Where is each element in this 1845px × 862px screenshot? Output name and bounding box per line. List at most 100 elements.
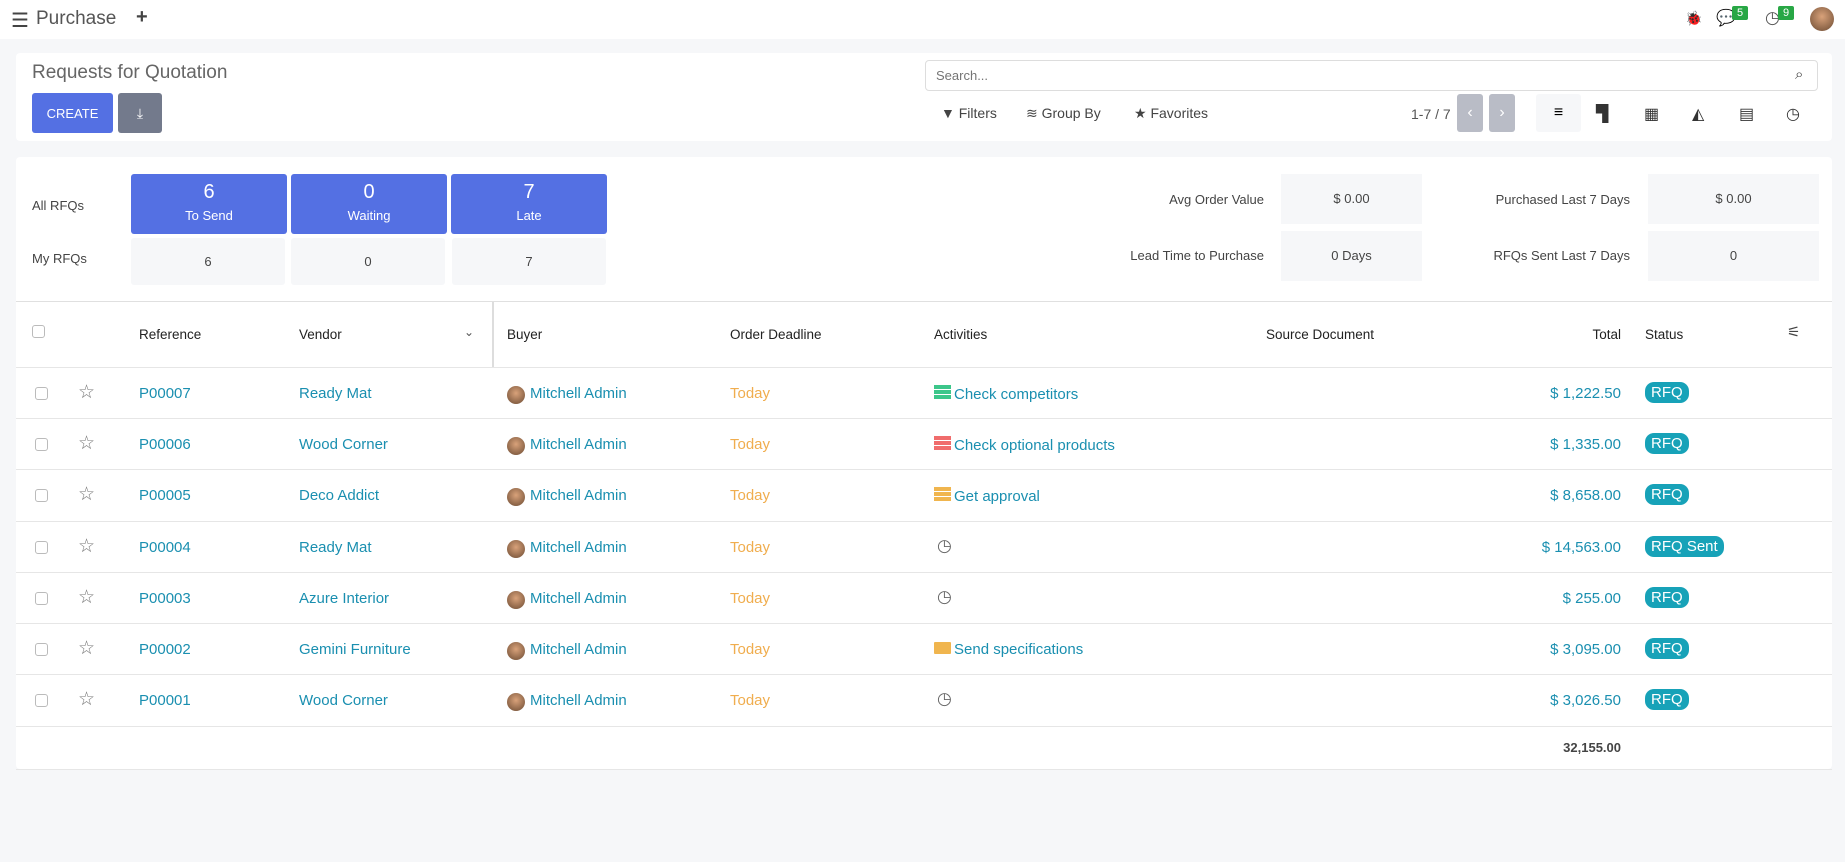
table-row[interactable]: ☆ P00002 Gemini Furniture Mitchell Admin… <box>16 623 1832 674</box>
clock-icon[interactable]: ◷ <box>937 586 952 606</box>
activity-clock-icon[interactable]: ◷ <box>1765 8 1780 27</box>
vendor-link[interactable]: Gemini Furniture <box>299 641 411 658</box>
header-activities[interactable]: Activities <box>934 327 988 342</box>
star-icon[interactable]: ☆ <box>78 638 96 659</box>
header-status[interactable]: Status <box>1645 327 1684 342</box>
bug-icon[interactable]: 🐞 <box>1685 10 1703 26</box>
search-icon[interactable]: ⌕ <box>1795 66 1804 83</box>
create-button[interactable]: CREATE <box>32 93 113 133</box>
vendor-link[interactable]: Ready Mat <box>299 385 372 402</box>
my-rfqs-label: My RFQs <box>32 251 87 266</box>
header-order-deadline[interactable]: Order Deadline <box>730 327 822 342</box>
reference-link[interactable]: P00002 <box>139 641 191 658</box>
reference-link[interactable]: P00005 <box>139 487 191 505</box>
activity-label: Check optional products <box>954 437 1115 455</box>
buyer-link[interactable]: Mitchell Admin <box>530 692 627 710</box>
reference-link[interactable]: P00004 <box>139 538 191 556</box>
buyer-link[interactable]: Mitchell Admin <box>530 641 627 658</box>
activity-link[interactable]: Check optional products <box>934 436 1115 454</box>
star-icon[interactable]: ☆ <box>78 433 96 455</box>
buyer-avatar <box>507 386 525 404</box>
row-checkbox[interactable] <box>35 591 48 605</box>
vendor-link[interactable]: Azure Interior <box>299 589 390 607</box>
column-resize-handle[interactable] <box>492 302 494 368</box>
pivot-view-icon[interactable]: ▦ <box>1644 106 1660 123</box>
star-icon[interactable]: ☆ <box>78 484 96 506</box>
buyer-link[interactable]: Mitchell Admin <box>530 589 627 607</box>
kanban-view-icon[interactable]: ▜ <box>1596 106 1609 123</box>
header-reference[interactable]: Reference <box>139 327 202 342</box>
row-checkbox[interactable] <box>35 694 48 708</box>
stat-label: Avg Order Value <box>1169 192 1264 207</box>
tile-to-send[interactable]: 6 To Send <box>131 174 287 234</box>
vendor-link[interactable]: Deco Addict <box>299 487 380 505</box>
header-total[interactable]: Total <box>1592 327 1621 342</box>
buyer-link[interactable]: Mitchell Admin <box>530 385 627 402</box>
buyer-link[interactable]: Mitchell Admin <box>530 436 627 454</box>
buyer-avatar <box>507 488 525 507</box>
header-source-document[interactable]: Source Document <box>1266 327 1375 342</box>
vendor-link[interactable]: Wood Corner <box>299 436 388 454</box>
table-row[interactable]: ☆ P00004 Ready Mat Mitchell Admin Today … <box>16 520 1832 572</box>
table-row[interactable]: ☆ P00007 Ready Mat Mitchell Admin Today … <box>16 367 1832 418</box>
clock-icon[interactable]: ◷ <box>937 535 952 555</box>
tile-waiting[interactable]: 0 Waiting <box>291 174 447 234</box>
star-icon[interactable]: ☆ <box>78 689 96 711</box>
buyer-avatar <box>507 693 525 712</box>
my-waiting[interactable]: 0 <box>291 238 445 285</box>
row-checkbox[interactable] <box>35 489 48 503</box>
vendor-link[interactable]: Wood Corner <box>299 692 388 710</box>
reference-link[interactable]: P00007 <box>139 385 191 402</box>
filters-button[interactable]: ▼ Filters <box>941 105 997 121</box>
activity-view-icon[interactable]: ◷ <box>1786 106 1800 123</box>
activity-link[interactable]: Get approval <box>934 487 1040 505</box>
graph-view-icon[interactable]: ◭ <box>1692 106 1705 123</box>
buyer-link[interactable]: Mitchell Admin <box>530 487 627 505</box>
total-value: $ 3,026.50 <box>1550 692 1621 710</box>
row-checkbox[interactable] <box>35 643 48 656</box>
my-to-send[interactable]: 6 <box>131 238 285 285</box>
row-checkbox[interactable] <box>35 387 48 400</box>
reference-link[interactable]: P00003 <box>139 589 191 607</box>
app-title[interactable]: Purchase <box>36 8 117 29</box>
chevron-down-icon[interactable]: ⌄ <box>464 325 475 339</box>
table-row[interactable]: ☆ P00003 Azure Interior Mitchell Admin T… <box>16 571 1832 623</box>
messages-icon[interactable]: 💬 <box>1716 10 1736 27</box>
pager-prev-button[interactable]: ‹ <box>1457 94 1483 132</box>
activity-link[interactable]: Send specifications <box>934 641 1083 658</box>
tile-late[interactable]: 7 Late <box>451 174 607 234</box>
table-row[interactable]: ☆ P00001 Wood Corner Mitchell Admin Toda… <box>16 674 1832 725</box>
download-button[interactable]: ⤓ <box>118 93 162 133</box>
clock-icon[interactable]: ◷ <box>937 689 952 709</box>
search-input[interactable] <box>925 60 1818 91</box>
reference-link[interactable]: P00001 <box>139 692 191 710</box>
star-icon[interactable]: ☆ <box>78 586 96 608</box>
favorites-label: Favorites <box>1150 105 1209 121</box>
order-deadline: Today <box>730 538 771 556</box>
calendar-view-icon[interactable]: ▤ <box>1739 106 1755 123</box>
vendor-link[interactable]: Ready Mat <box>299 538 372 556</box>
select-all-checkbox[interactable] <box>32 325 45 338</box>
header-vendor[interactable]: Vendor <box>299 327 342 342</box>
user-avatar[interactable] <box>1810 7 1834 31</box>
table-row[interactable]: ☆ P00005 Deco Addict Mitchell Admin Toda… <box>16 469 1832 520</box>
tile-value: 6 <box>203 181 215 203</box>
star-icon[interactable]: ☆ <box>78 382 96 403</box>
plus-icon[interactable]: + <box>136 6 148 28</box>
optional-columns-icon[interactable]: ⚟ <box>1787 324 1801 341</box>
header-buyer[interactable]: Buyer <box>507 327 543 342</box>
row-checkbox[interactable] <box>35 540 48 554</box>
menu-icon[interactable]: ☰ <box>11 10 29 32</box>
table-row[interactable]: ☆ P00006 Wood Corner Mitchell Admin Toda… <box>16 418 1832 469</box>
favorites-button[interactable]: ★ Favorites <box>1134 105 1208 122</box>
list-view-button[interactable]: ≡ <box>1536 94 1581 132</box>
reference-link[interactable]: P00006 <box>139 436 191 454</box>
buyer-link[interactable]: Mitchell Admin <box>530 538 627 556</box>
star-icon[interactable]: ☆ <box>78 535 96 557</box>
group-by-button[interactable]: ≋ Group By <box>1026 105 1101 122</box>
my-late[interactable]: 7 <box>452 238 606 285</box>
row-checkbox[interactable] <box>35 438 48 452</box>
tile-label: To Send <box>185 208 233 223</box>
pager-next-button[interactable]: › <box>1489 94 1515 132</box>
activity-link[interactable]: Check competitors <box>934 385 1078 403</box>
